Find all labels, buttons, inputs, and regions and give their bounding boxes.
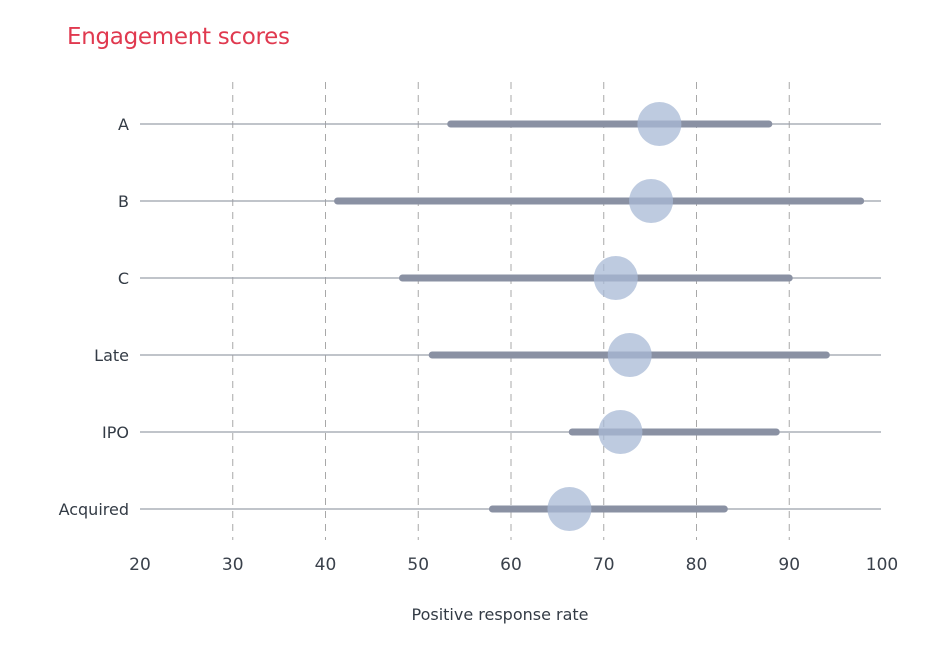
category-label: Late [94, 346, 129, 365]
chart-title: Engagement scores [67, 24, 290, 50]
median-dot [593, 256, 638, 300]
category-label: C [118, 269, 129, 288]
x-tick-label: 80 [686, 555, 708, 575]
x-tick-label: 50 [407, 555, 429, 575]
category-label: B [118, 192, 129, 211]
x-tick-label: 20 [129, 555, 151, 575]
median-dot [607, 333, 652, 377]
median-dot [598, 410, 643, 454]
category-label: IPO [102, 423, 129, 442]
x-tick-label: 100 [866, 555, 898, 575]
x-axis-label: Positive response rate [411, 605, 588, 624]
median-dot [637, 102, 682, 146]
x-tick-label: 60 [500, 555, 522, 575]
median-dot [547, 487, 592, 531]
x-tick-label: 30 [222, 555, 244, 575]
x-tick-label: 90 [778, 555, 800, 575]
x-tick-label: 40 [315, 555, 337, 575]
category-label: A [118, 115, 129, 134]
category-label: Acquired [59, 500, 129, 519]
x-tick-label: 70 [593, 555, 615, 575]
median-dot [629, 179, 674, 223]
